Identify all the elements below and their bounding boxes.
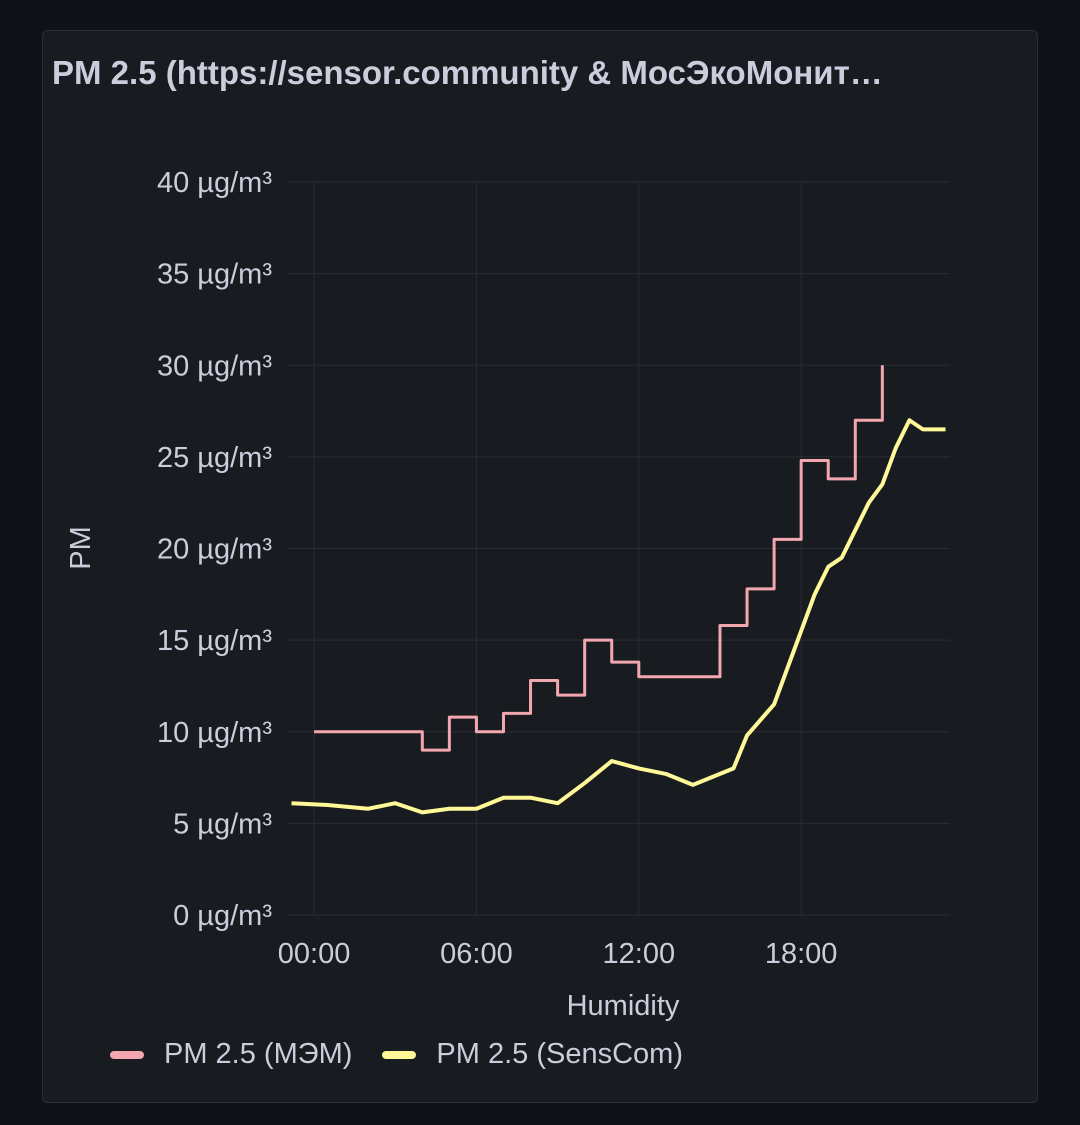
legend-swatch-mem [110,1050,144,1059]
y-tick-label: 5 µg/m³ [173,808,272,840]
x-axis-ticks: 00:00 06:00 12:00 18:00 [278,938,838,970]
legend-swatch-senscom [382,1050,417,1059]
chart-panel [42,30,1038,1103]
x-tick-label: 18:00 [765,938,838,970]
legend-item-mem[interactable]: PM 2.5 (МЭМ) [110,1038,352,1071]
y-axis-label: PM [65,526,97,570]
legend-label-senscom: PM 2.5 (SensCom) [436,1038,683,1070]
series-lines [291,365,946,815]
y-tick-label: 15 µg/m³ [157,625,272,657]
y-axis-ticks: 0 µg/m³ 5 µg/m³ 10 µg/m³ 15 µg/m³ 20 µg/m³ 25… [157,167,272,932]
y-tick-label: 30 µg/m³ [157,350,272,382]
y-tick-label: 40 µg/m³ [157,167,272,199]
y-tick-label: 20 µg/m³ [157,534,272,566]
legend: PM 2.5 (МЭМ) PM 2.5 (SensCom) [110,1038,683,1071]
y-tick-label: 0 µg/m³ [173,900,272,932]
y-tick-label: 25 µg/m³ [157,442,272,474]
legend-label-mem: PM 2.5 (МЭМ) [164,1038,353,1070]
x-tick-label: 00:00 [278,938,351,970]
series-line-senscom[interactable] [291,418,946,815]
y-tick-label: 35 µg/m³ [157,259,272,291]
grid-lines [287,181,950,916]
series-line-mem[interactable] [314,365,884,752]
x-tick-label: 06:00 [440,938,513,970]
x-tick-label: 12:00 [603,938,676,970]
x-axis-label: Humidity [567,990,680,1022]
legend-item-senscom[interactable]: PM 2.5 (SensCom) [382,1038,683,1071]
y-tick-label: 10 µg/m³ [157,717,272,749]
